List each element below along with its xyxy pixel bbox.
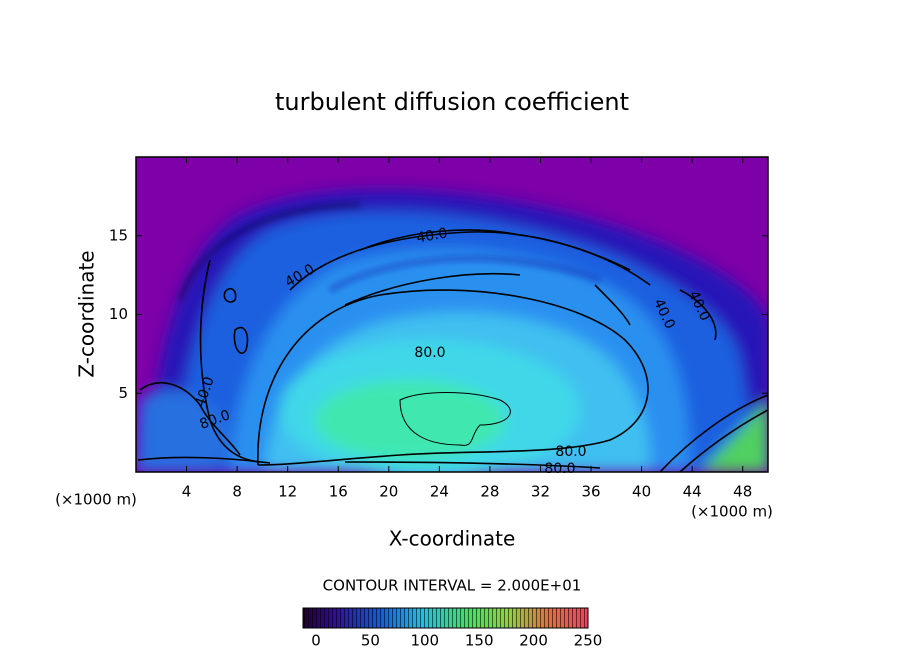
- colorbar-stripes: [303, 608, 588, 628]
- x-tick-label: 36: [581, 483, 600, 501]
- x-tick-label: 40: [632, 483, 651, 501]
- colorbar-tick-label: 150: [465, 632, 494, 650]
- x-tick-label: 8: [232, 483, 242, 501]
- contour-label: 80.0: [414, 345, 445, 361]
- x-tick-label: 28: [480, 483, 499, 501]
- x-tick-label: 16: [329, 483, 348, 501]
- colorbar-tick-label: 200: [519, 632, 548, 650]
- x-tick-label: 4: [182, 483, 192, 501]
- x-tick-label: 20: [379, 483, 398, 501]
- y-tick-label: 15: [109, 226, 128, 244]
- x-tick-label: 48: [733, 483, 752, 501]
- x-tick-label: 44: [683, 483, 702, 501]
- contour-label: 40.0: [415, 225, 448, 246]
- colorbar-tick-label: 100: [410, 632, 439, 650]
- contour-interval: CONTOUR INTERVAL = 2.000E+01: [323, 577, 582, 595]
- colorbar-frame: [302, 607, 589, 629]
- colorbar: [302, 607, 589, 629]
- contour-label: 80.0: [544, 461, 575, 477]
- contour-label: 80.0: [555, 444, 586, 460]
- x-tick-label: 32: [531, 483, 550, 501]
- contour-field: [136, 157, 768, 472]
- x-tick-label: 24: [430, 483, 449, 501]
- y-axis-label: Z-coordinate: [75, 250, 99, 377]
- colorbar-tick-label: 50: [361, 632, 380, 650]
- y-tick-label: 5: [118, 384, 128, 402]
- y-unit-label: (×1000 m): [55, 491, 137, 509]
- colorbar-tick-label: 0: [311, 632, 321, 650]
- colorbar-tick-label: 250: [574, 632, 603, 650]
- x-axis-label: X-coordinate: [389, 527, 516, 551]
- chart-title: turbulent diffusion coefficient: [275, 88, 629, 116]
- y-tick-label: 10: [109, 305, 128, 323]
- x-unit-label: (×1000 m): [691, 503, 773, 521]
- x-tick-label: 12: [278, 483, 297, 501]
